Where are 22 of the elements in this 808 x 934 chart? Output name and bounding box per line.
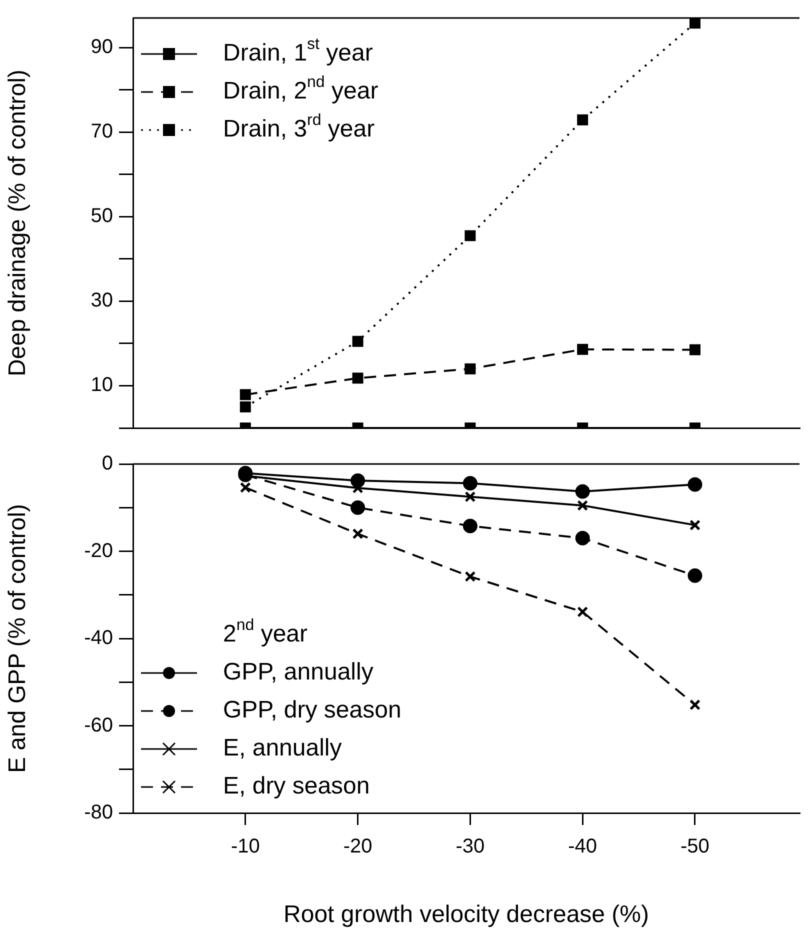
y-tick-label: 70	[90, 120, 113, 143]
x-tick-label: -30	[456, 836, 485, 858]
y-tick-label: 30	[90, 290, 113, 312]
x-tick-label: -20	[343, 836, 372, 858]
legend-label: E, dry season	[223, 772, 370, 800]
legend-label: E, annually	[223, 734, 342, 762]
y-tick-label: 10	[90, 374, 113, 396]
y-tick-label: -20	[84, 540, 113, 562]
y-tick-label: -60	[84, 714, 113, 736]
legend-label: GPP, annually	[223, 658, 374, 686]
y-axis-title: E and GPP (% of control)	[4, 504, 32, 774]
y-tick-label: -40	[84, 627, 113, 650]
x-tick-label: -50	[680, 836, 710, 858]
y-tick-label: 0	[102, 452, 113, 475]
y-tick-label: 50	[90, 205, 113, 228]
x-tick-label: -40	[568, 836, 598, 858]
x-axis-title: Root growth velocity decrease (%)	[284, 901, 649, 928]
x-tick-label: -10	[230, 836, 260, 858]
legend-label: GPP, dry season	[223, 696, 402, 724]
y-tick-label: -80	[84, 802, 113, 824]
y-tick-label: 90	[90, 36, 113, 58]
y-axis-title: Deep drainage (% of control)	[4, 70, 32, 376]
